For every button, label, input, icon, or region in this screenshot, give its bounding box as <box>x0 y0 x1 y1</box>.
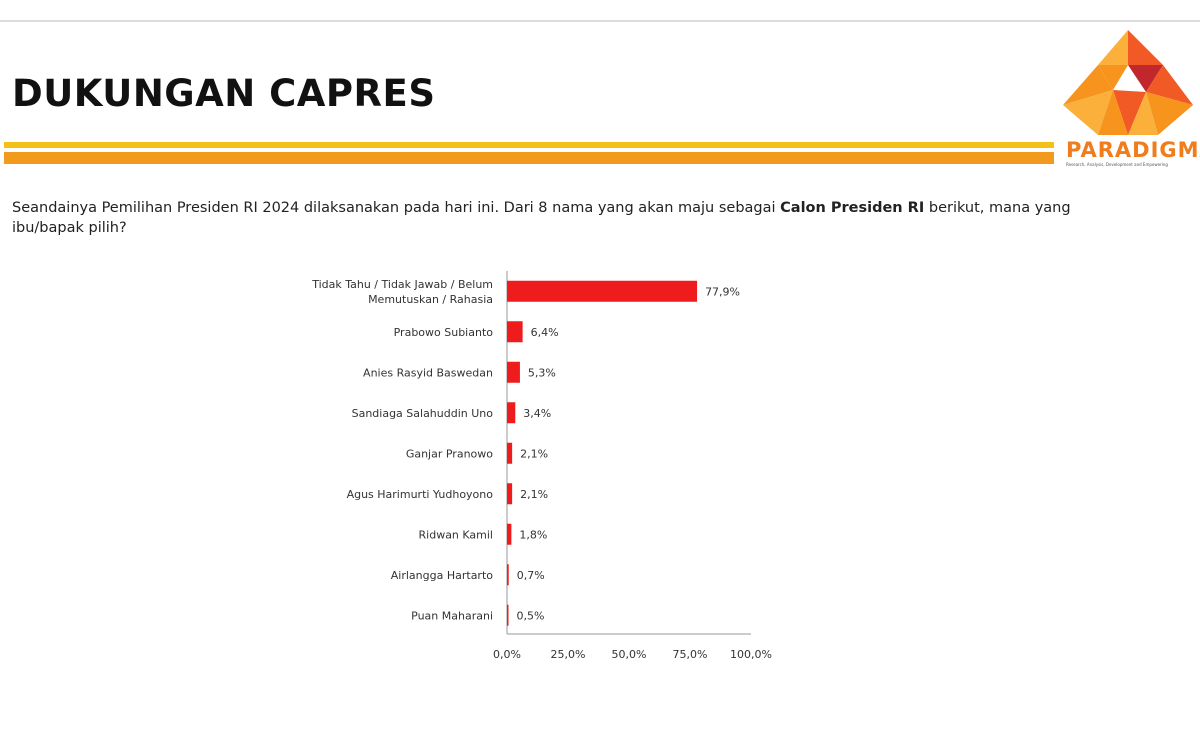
category-label-4: Ganjar Pranowo <box>406 447 493 460</box>
category-label-line: Memutuskan / Rahasia <box>368 293 493 306</box>
category-label-5: Agus Harimurti Yudhoyono <box>347 488 494 501</box>
category-label-line: Airlangga Hartarto <box>391 569 493 582</box>
bar-6 <box>507 523 512 545</box>
logo-tagline: Research, Analysis, Development and Empo… <box>1066 162 1168 167</box>
paradigma-logo-icon <box>1063 30 1193 135</box>
value-label-1: 6,4% <box>531 326 559 339</box>
bar-7 <box>507 564 509 586</box>
bar-1 <box>507 321 523 343</box>
question-text-end: berikut, mana yang ibu/bapak pilih? <box>12 200 1071 236</box>
value-label-3: 3,4% <box>523 407 551 420</box>
category-label-6: Ridwan Kamil <box>419 528 493 541</box>
category-label-line: Agus Harimurti Yudhoyono <box>347 488 494 501</box>
category-label-2: Anies Rasyid Baswedan <box>363 366 493 379</box>
category-label-3: Sandiaga Salahuddin Uno <box>352 407 494 420</box>
x-tick-label-1: 25,0% <box>551 648 586 661</box>
x-tick-label-0: 0,0% <box>493 648 521 661</box>
value-label-5: 2,1% <box>520 488 548 501</box>
question-text-start: Seandainya Pemilihan Presiden RI 2024 di… <box>12 200 781 216</box>
header-stripe-yellow <box>4 142 1054 148</box>
header-stripe-orange <box>4 152 1054 164</box>
category-label-7: Airlangga Hartarto <box>391 569 493 582</box>
category-label-line: Tidak Tahu / Tidak Jawab / Belum <box>311 278 493 291</box>
category-label-line: Anies Rasyid Baswedan <box>363 366 493 379</box>
bar-8 <box>507 604 509 626</box>
category-label-0: Tidak Tahu / Tidak Jawab / Belum Memutusk… <box>311 278 493 306</box>
category-label-line: Ganjar Pranowo <box>406 447 493 460</box>
bar-0 <box>507 280 698 302</box>
x-tick-label-3: 75,0% <box>673 648 708 661</box>
value-label-7: 0,7% <box>517 569 545 582</box>
value-label-4: 2,1% <box>520 447 548 460</box>
bar-2 <box>507 361 520 383</box>
bar-3 <box>507 402 516 424</box>
question-text-bold: Calon Presiden RI <box>780 200 925 216</box>
page-title: DUKUNGAN CAPRES <box>12 72 436 115</box>
logo-wordmark: PARADIGMA <box>1066 138 1200 162</box>
x-tick-label-4: 100,0% <box>730 648 772 661</box>
bar-4 <box>507 442 513 464</box>
value-label-8: 0,5% <box>517 609 545 622</box>
category-label-line: Prabowo Subianto <box>394 326 494 339</box>
value-label-6: 1,8% <box>519 528 547 541</box>
category-label-8: Puan Maharani <box>411 609 493 622</box>
category-label-line: Sandiaga Salahuddin Uno <box>352 407 494 420</box>
value-label-2: 5,3% <box>528 366 556 379</box>
category-label-1: Prabowo Subianto <box>394 326 494 339</box>
x-tick-label-2: 50,0% <box>612 648 647 661</box>
survey-question: Seandainya Pemilihan Presiden RI 2024 di… <box>12 198 1072 238</box>
value-label-0: 77,9% <box>705 285 740 298</box>
bar-5 <box>507 483 513 505</box>
top-rule <box>0 20 1200 22</box>
category-label-line: Puan Maharani <box>411 609 493 622</box>
category-label-line: Ridwan Kamil <box>419 528 493 541</box>
